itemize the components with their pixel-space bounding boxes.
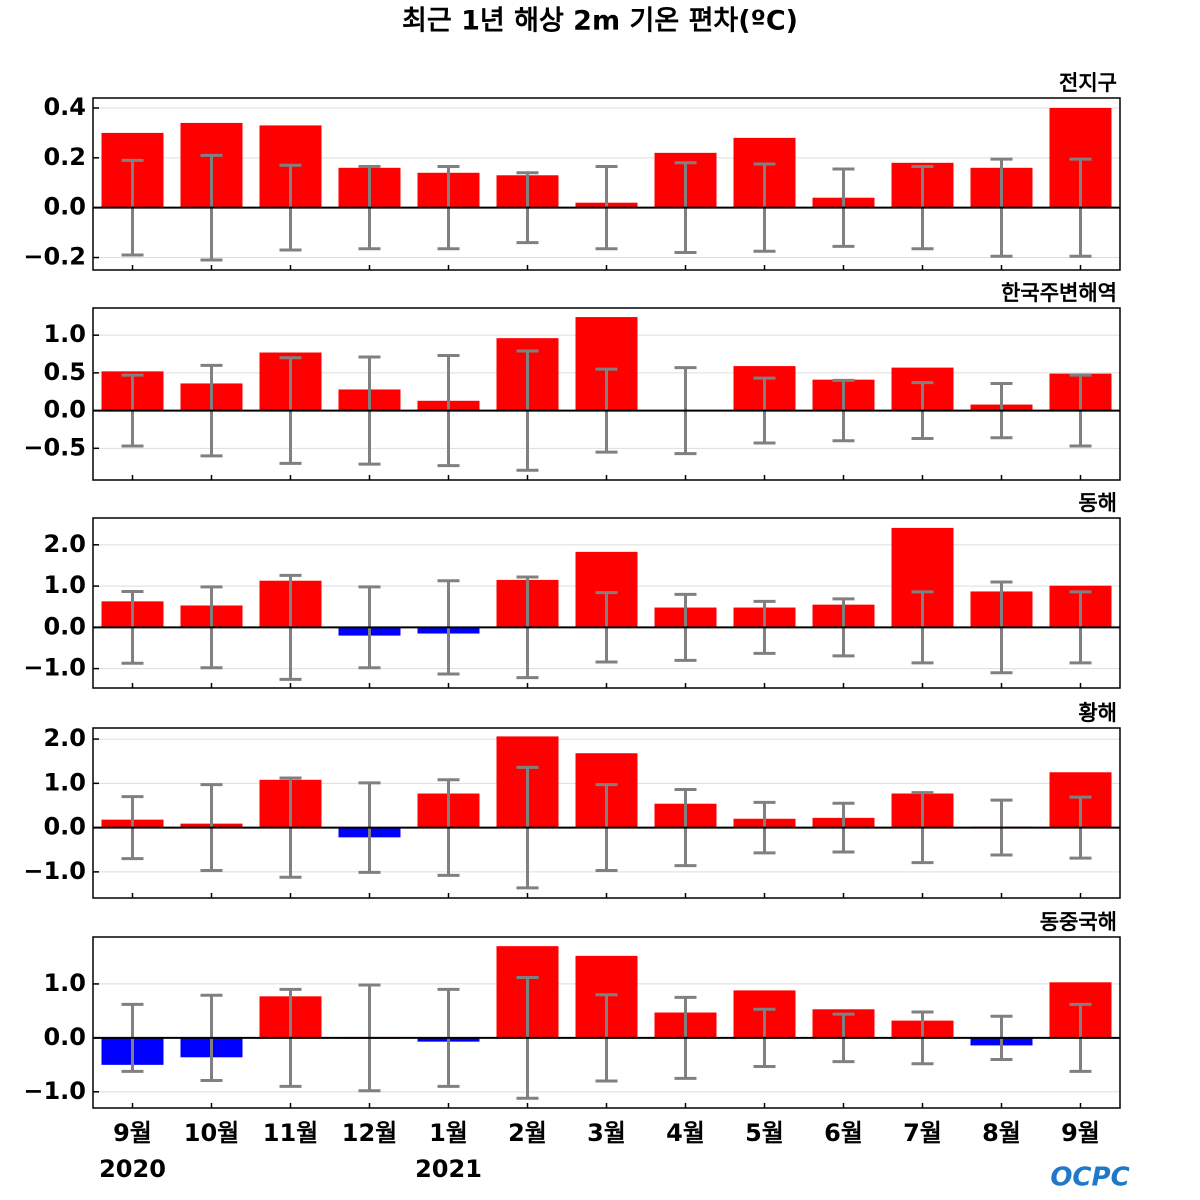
y-tick-label: 0.0 — [43, 612, 86, 640]
y-tick-label: 1.0 — [43, 768, 86, 796]
y-tick-label: −0.2 — [23, 243, 86, 271]
x-tick-label: 5월 — [745, 1119, 784, 1147]
logo: OCPC — [1050, 1163, 1129, 1193]
x-tick-label: 7월 — [903, 1119, 942, 1147]
y-tick-label: −1.0 — [23, 1077, 86, 1105]
year-label: 2021 — [415, 1155, 482, 1183]
y-tick-label: 0.5 — [43, 358, 86, 386]
y-tick-label: 0.0 — [43, 193, 86, 221]
y-tick-label: 0.0 — [43, 396, 86, 424]
panel-title: 동해 — [1078, 491, 1117, 515]
plot-frame — [92, 517, 1121, 689]
x-tick-label: 9월 — [1061, 1119, 1100, 1147]
x-tick-label: 4월 — [666, 1119, 705, 1147]
x-tick-label: 12월 — [342, 1119, 397, 1147]
y-tick-label: 0.4 — [43, 93, 86, 121]
panel-title: 동중국해 — [1040, 910, 1117, 934]
y-tick-label: −0.5 — [23, 433, 86, 461]
plot-frame — [92, 307, 1121, 481]
y-tick-label: 0.2 — [43, 143, 86, 171]
y-tick-label: −1.0 — [23, 654, 86, 682]
chart-title: 최근 1년 해상 2m 기온 편차(ºC) — [402, 6, 798, 37]
x-tick-label: 3월 — [587, 1119, 626, 1147]
year-label: 2020 — [99, 1155, 166, 1183]
y-tick-label: 0.0 — [43, 1023, 86, 1051]
panel-title: 황해 — [1078, 701, 1117, 725]
y-tick-label: −1.0 — [23, 857, 86, 885]
x-tick-label: 9월 — [113, 1119, 152, 1147]
x-tick-label: 11월 — [263, 1119, 318, 1147]
y-tick-label: 2.0 — [43, 530, 86, 558]
x-tick-label: 2월 — [508, 1119, 547, 1147]
y-tick-label: 0.0 — [43, 813, 86, 841]
y-tick-label: 1.0 — [43, 320, 86, 348]
plot-frame — [92, 727, 1121, 899]
plot-frame — [92, 936, 1121, 1109]
y-tick-label: 1.0 — [43, 571, 86, 599]
plot-frame — [92, 97, 1121, 271]
panel-title: 전지구 — [1059, 71, 1117, 95]
x-tick-label: 8월 — [982, 1119, 1021, 1147]
y-tick-label: 2.0 — [43, 724, 86, 752]
y-tick-label: 1.0 — [43, 969, 86, 997]
panel-title: 한국주변해역 — [1001, 281, 1117, 305]
x-tick-label: 1월 — [429, 1119, 468, 1147]
x-tick-label: 10월 — [184, 1119, 239, 1147]
x-tick-label: 6월 — [824, 1119, 863, 1147]
